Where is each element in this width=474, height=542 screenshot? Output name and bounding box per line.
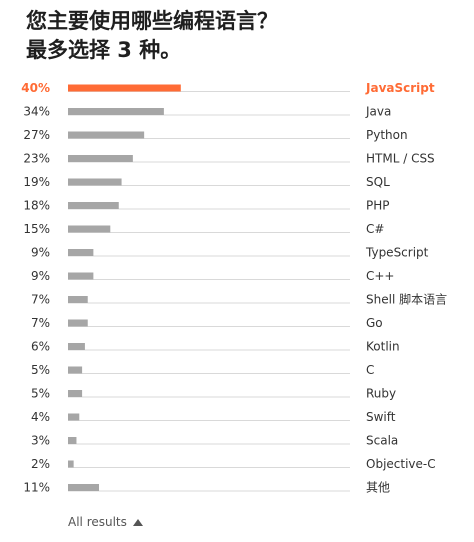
bar bbox=[68, 460, 74, 468]
category-label: Go bbox=[366, 316, 383, 330]
bar bbox=[68, 225, 111, 233]
category-label: PHP bbox=[366, 199, 390, 213]
bar bbox=[68, 272, 94, 280]
category-label: Ruby bbox=[366, 387, 396, 401]
bar bbox=[68, 366, 83, 374]
bar-track bbox=[68, 138, 350, 139]
value-label: 34% bbox=[23, 105, 50, 119]
bar bbox=[68, 437, 77, 444]
bar-row: 5% Ruby bbox=[31, 387, 396, 401]
bar bbox=[68, 413, 80, 421]
category-label: Swift bbox=[366, 410, 396, 424]
category-label: SQL bbox=[366, 175, 390, 189]
bar bbox=[68, 390, 83, 397]
bar bbox=[68, 319, 88, 327]
category-label: Java bbox=[365, 105, 391, 119]
bar bbox=[68, 202, 119, 209]
value-label: 3% bbox=[31, 434, 50, 448]
bar-row: 4% Swift bbox=[31, 410, 396, 424]
bar-track bbox=[68, 302, 350, 304]
bar bbox=[68, 155, 133, 162]
bar-track bbox=[68, 373, 350, 374]
bar-track bbox=[68, 185, 350, 186]
value-label: 7% bbox=[31, 316, 50, 330]
bar-row: 19% SQL bbox=[23, 175, 390, 189]
bar-track bbox=[68, 467, 350, 468]
bar bbox=[68, 343, 85, 350]
value-label: 9% bbox=[31, 246, 50, 260]
bar-track bbox=[68, 279, 350, 280]
bar-row: 2% Objective-C bbox=[31, 457, 436, 471]
bar-row: 15% C# bbox=[23, 222, 384, 236]
category-label: C bbox=[366, 363, 374, 377]
category-label: HTML / CSS bbox=[366, 152, 435, 166]
chart-title-line-1: 您主要使用哪些编程语言？ bbox=[26, 9, 278, 33]
value-label: 15% bbox=[23, 222, 50, 236]
category-label: Python bbox=[366, 128, 408, 142]
bar-row: 6% Kotlin bbox=[31, 340, 400, 354]
bar-track bbox=[68, 490, 350, 492]
bar-track bbox=[68, 326, 350, 327]
chart-title-line-2: 最多选择 3 种。 bbox=[26, 38, 182, 62]
category-label: Objective-C bbox=[366, 457, 436, 471]
bar-track bbox=[68, 161, 350, 163]
bar-row: 18% PHP bbox=[23, 199, 389, 213]
category-label: C# bbox=[366, 222, 384, 236]
bar-track bbox=[68, 443, 350, 445]
bar-track bbox=[68, 114, 350, 116]
bar-row: 23% HTML / CSS bbox=[23, 152, 434, 166]
bar-track bbox=[68, 208, 350, 210]
bar bbox=[68, 249, 94, 256]
value-label: 7% bbox=[31, 293, 50, 307]
bar-row: 9% C++ bbox=[31, 269, 395, 283]
bar-track bbox=[68, 420, 350, 421]
bar bbox=[68, 84, 181, 92]
bar-row: 40% JavaScript bbox=[21, 81, 435, 95]
category-label: TypeScript bbox=[365, 246, 429, 260]
bar-row: 7% Shell 脚本语言 bbox=[31, 292, 447, 307]
bar bbox=[68, 178, 122, 186]
bar-chart: 40% JavaScript 34% Java 27% Python 23% HTML / C… bbox=[21, 81, 447, 495]
bar-row: 3% Scala bbox=[31, 434, 398, 448]
bar-row: 5% C bbox=[31, 363, 374, 377]
value-label: 27% bbox=[23, 128, 50, 142]
bar-row: 9% TypeScript bbox=[31, 246, 429, 260]
value-label: 5% bbox=[31, 363, 50, 377]
value-label: 6% bbox=[31, 340, 50, 354]
value-label: 19% bbox=[23, 175, 50, 189]
category-label: JavaScript bbox=[365, 81, 435, 95]
bar-track bbox=[68, 232, 350, 233]
bar-track bbox=[68, 396, 350, 398]
chart-title: 您主要使用哪些编程语言？ 最多选择 3 种。 bbox=[26, 7, 278, 65]
all-results-toggle[interactable]: All results bbox=[68, 515, 143, 529]
bar-track bbox=[68, 255, 350, 257]
category-label: Scala bbox=[366, 434, 398, 448]
value-label: 40% bbox=[21, 81, 50, 95]
category-label: Kotlin bbox=[366, 340, 400, 354]
bar-row: 11% 其他 bbox=[23, 481, 390, 495]
category-label: C++ bbox=[366, 269, 395, 283]
bar bbox=[68, 484, 100, 491]
bar-track bbox=[68, 91, 350, 92]
caret-up-icon bbox=[132, 518, 143, 526]
value-label: 18% bbox=[23, 199, 50, 213]
value-label: 2% bbox=[31, 457, 50, 471]
bar bbox=[68, 131, 145, 139]
bar bbox=[68, 108, 164, 115]
value-label: 23% bbox=[23, 152, 50, 166]
value-label: 9% bbox=[31, 269, 50, 283]
bar bbox=[68, 296, 88, 303]
bar-row: 27% Python bbox=[23, 128, 407, 142]
value-label: 5% bbox=[31, 387, 50, 401]
bar-row: 7% Go bbox=[31, 316, 383, 330]
category-label: 其他 bbox=[366, 481, 390, 495]
all-results-label: All results bbox=[68, 515, 127, 529]
value-label: 11% bbox=[23, 481, 50, 495]
bar-row: 34% Java bbox=[23, 105, 391, 119]
value-label: 4% bbox=[31, 410, 50, 424]
category-label: Shell 脚本语言 bbox=[366, 292, 447, 307]
bar-track bbox=[68, 349, 350, 351]
